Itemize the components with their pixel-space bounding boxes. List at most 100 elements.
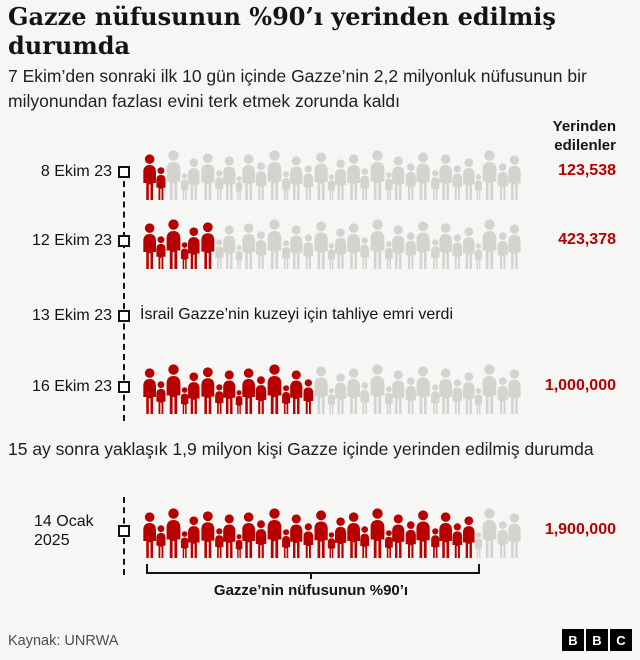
person-icon	[282, 529, 291, 558]
person-icon	[508, 224, 521, 269]
person-icon	[303, 379, 314, 414]
person-icon	[392, 156, 405, 200]
person-icon	[143, 154, 156, 200]
person-icon	[416, 510, 431, 558]
person-icon	[405, 377, 416, 414]
person-icon	[508, 155, 521, 200]
person-icon	[181, 531, 189, 558]
person-icon	[482, 150, 497, 200]
date-label: 14 Ocak 2025	[34, 513, 94, 550]
subtitle: 7 Ekim’den sonraki ilk 10 gün içinde Gaz…	[8, 66, 587, 112]
person-icon	[267, 508, 282, 558]
pictogram-row-displaced-people-icons	[140, 143, 526, 200]
date-label: 12 Ekim 23	[31, 232, 112, 249]
person-icon	[384, 241, 393, 269]
person-icon	[235, 390, 243, 414]
displaced-value: 1,000,000	[544, 377, 616, 394]
person-icon	[166, 508, 181, 558]
person-icon	[156, 236, 166, 269]
person-icon	[242, 223, 255, 269]
displaced-value: 1,900,000	[544, 521, 616, 538]
person-icon	[405, 163, 416, 200]
person-icon	[463, 372, 475, 414]
person-icon	[255, 231, 267, 269]
person-icon	[235, 176, 243, 200]
person-icon	[347, 223, 360, 269]
person-icon	[223, 514, 236, 558]
person-icon	[497, 521, 508, 558]
person-icon	[370, 150, 384, 200]
person-icon	[314, 510, 328, 558]
person-icon	[416, 152, 431, 200]
person-icon	[188, 227, 201, 269]
person-icon	[497, 377, 508, 414]
person-icon	[156, 381, 166, 414]
person-icon	[327, 532, 335, 558]
person-icon	[290, 156, 303, 200]
bbc-logo-letter: C	[610, 629, 632, 651]
person-icon	[143, 223, 156, 269]
person-icon	[482, 364, 497, 414]
person-icon	[242, 512, 255, 558]
person-icon	[482, 219, 497, 269]
value-column-header: Yerinden edilenler	[552, 118, 616, 154]
person-icon	[334, 517, 346, 558]
person-icon	[405, 521, 416, 558]
person-icon	[452, 523, 463, 558]
date-label: 13 Ekim 23	[31, 307, 112, 324]
person-icon	[314, 152, 328, 200]
person-icon	[201, 367, 215, 414]
brace-tick	[310, 572, 312, 579]
person-icon	[497, 232, 508, 269]
person-icon	[303, 165, 314, 200]
person-icon	[181, 173, 189, 200]
person-icon	[474, 174, 482, 200]
timeline-marker	[118, 381, 130, 393]
person-icon	[439, 223, 453, 269]
person-icon	[290, 370, 303, 414]
person-icon	[508, 369, 521, 414]
person-icon	[188, 372, 201, 414]
person-icon	[430, 239, 439, 269]
person-icon	[235, 245, 243, 269]
person-icon	[327, 174, 335, 200]
person-icon	[392, 370, 405, 414]
person-icon	[384, 172, 393, 200]
person-icon	[405, 232, 416, 269]
person-icon	[392, 225, 405, 269]
person-icon	[334, 228, 346, 269]
person-icon	[181, 387, 189, 414]
event-text: İsrail Gazze’nin kuzeyi için tahliye emr…	[140, 306, 453, 323]
person-icon	[327, 243, 335, 269]
person-icon	[282, 385, 291, 414]
person-icon	[347, 154, 360, 200]
person-icon	[181, 242, 189, 269]
timeline-dashed-line	[123, 171, 125, 421]
person-icon	[223, 225, 236, 269]
person-icon	[360, 237, 370, 269]
bbc-logo-letter: B	[586, 629, 608, 651]
pictogram-row-displaced-people-icons	[140, 212, 526, 269]
person-icon	[463, 227, 475, 269]
displaced-value: 123,538	[558, 162, 616, 179]
timeline-marker	[118, 310, 130, 322]
timeline-marker	[118, 235, 130, 247]
person-icon	[143, 512, 156, 558]
person-icon	[188, 516, 201, 558]
person-icon	[267, 219, 282, 269]
page-title: Gazze nüfusunun %90’ı yerinden edilmiş d…	[8, 2, 556, 61]
person-icon	[430, 384, 439, 414]
person-icon	[282, 171, 291, 200]
person-icon	[384, 530, 393, 558]
person-icon	[370, 364, 384, 414]
person-icon	[166, 150, 181, 200]
person-icon	[384, 386, 393, 414]
person-icon	[327, 388, 335, 414]
person-icon	[303, 234, 314, 269]
person-icon	[430, 528, 439, 558]
person-icon	[242, 154, 255, 200]
person-icon	[474, 532, 482, 558]
person-icon	[497, 163, 508, 200]
person-icon	[143, 368, 156, 414]
person-icon	[267, 364, 282, 414]
